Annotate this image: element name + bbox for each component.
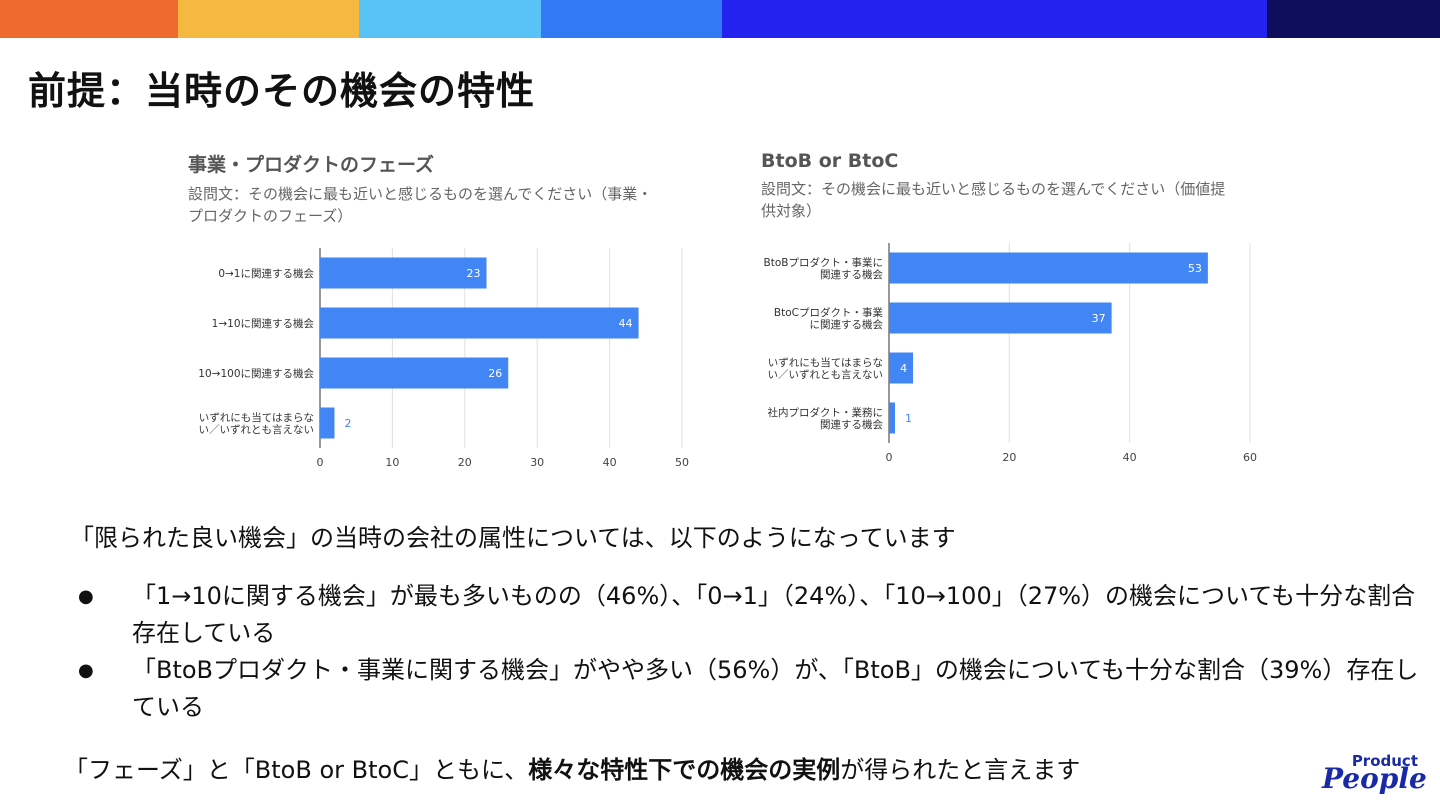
bullet-dot-icon: ● bbox=[78, 586, 94, 607]
product-people-logo: Product People bbox=[1322, 752, 1427, 796]
band-segment-indigo bbox=[722, 0, 1267, 38]
tick-label: 20 bbox=[458, 456, 472, 469]
category-label: BtoCプロダクト・事業に関連する機会 bbox=[774, 306, 884, 331]
page-title: 前提：当時のその機会の特性 bbox=[28, 69, 536, 113]
chart2-title: BtoB or BtoC bbox=[761, 150, 899, 172]
band-segment-yellow bbox=[178, 0, 359, 38]
subtitle-line: 設問文：その機会に最も近いと感じるものを選んでください（価値提 bbox=[761, 180, 1226, 198]
tick-label: 50 bbox=[675, 456, 689, 469]
chart1-subtitle: 設問文：その機会に最も近いと感じるものを選んでください（事業・ プロダクトのフェー… bbox=[188, 183, 708, 227]
data-label: 37 bbox=[1092, 312, 1106, 325]
category-label: BtoBプロダクト・事業に関連する機会 bbox=[764, 256, 884, 281]
conclusion-prefix: 「フェーズ」と「BtoB or BtoC」ともに、 bbox=[64, 756, 529, 784]
data-label: 1 bbox=[905, 412, 912, 425]
category-label-line: い／いずれとも言えない bbox=[768, 368, 884, 381]
bullet-list: ● 「1→10に関する機会」が最も多いものの（46%）、「0→1」（24%）、「1… bbox=[76, 578, 1426, 726]
tick-label: 10 bbox=[385, 456, 399, 469]
bar bbox=[889, 302, 1112, 334]
logo-product-text: Product bbox=[1351, 752, 1418, 770]
tick-label: 20 bbox=[1002, 451, 1016, 464]
tick-label: 60 bbox=[1243, 451, 1257, 464]
bullet-item: ● 「1→10に関する機会」が最も多いものの（46%）、「0→1」（24%）、「1… bbox=[76, 578, 1426, 652]
tick-label: 0 bbox=[317, 456, 324, 469]
bullet-text: 「BtoBプロダクト・事業に関する機会」がやや多い（56%）が、「BtoB」の機… bbox=[132, 656, 1419, 721]
band-segment-blue bbox=[541, 0, 722, 38]
category-label: いずれにも当てはまらない／いずれとも言えない bbox=[199, 411, 315, 436]
chart1-title: 事業・プロダクトのフェーズ bbox=[188, 154, 435, 176]
category-label: 1→10に関連する機会 bbox=[212, 317, 315, 330]
data-label: 4 bbox=[900, 362, 907, 375]
bullet-item: ● 「BtoBプロダクト・事業に関する機会」がやや多い（56%）が、「BtoB」の… bbox=[76, 652, 1426, 726]
category-label-line: に関連する機会 bbox=[810, 318, 884, 331]
category-label: 0→1に関連する機会 bbox=[218, 267, 314, 280]
tick-label: 40 bbox=[603, 456, 617, 469]
category-label: 10→100に関連する機会 bbox=[198, 367, 314, 380]
data-label: 26 bbox=[488, 367, 502, 380]
chart2-subtitle: 設問文：その機会に最も近いと感じるものを選んでください（価値提 供対象） bbox=[761, 178, 1281, 222]
category-label: いずれにも当てはまらない／いずれとも言えない bbox=[768, 356, 884, 381]
bar bbox=[889, 352, 914, 384]
subtitle-line: 供対象） bbox=[761, 202, 822, 220]
bar bbox=[889, 252, 1208, 284]
data-label: 53 bbox=[1188, 262, 1202, 275]
category-label-line: BtoCプロダクト・事業 bbox=[774, 306, 884, 319]
lead-text: 「限られた良い機会」の当時の会社の属性については、以下のようになっています bbox=[70, 524, 956, 552]
band-segment-navy bbox=[1267, 0, 1440, 38]
conclusion-text: 「フェーズ」と「BtoB or BtoC」ともに、様々な特性下での機会の実例が得… bbox=[64, 750, 1080, 785]
band-segment-orange bbox=[0, 0, 178, 38]
category-label-line: 0→1に関連する機会 bbox=[218, 267, 314, 280]
conclusion-suffix: が得られたと言えます bbox=[840, 756, 1081, 784]
category-label-line: 関連する機会 bbox=[820, 418, 883, 431]
bar bbox=[320, 357, 509, 389]
category-label-line: BtoBプロダクト・事業に bbox=[764, 256, 883, 269]
tick-label: 0 bbox=[886, 451, 893, 464]
band-segment-light-blue bbox=[359, 0, 541, 38]
category-label-line: 10→100に関連する機会 bbox=[198, 367, 314, 380]
tick-label: 40 bbox=[1123, 451, 1137, 464]
bar bbox=[320, 407, 335, 439]
chart1-header: 事業・プロダクトのフェーズ 設問文：その機会に最も近いと感じるものを選んでくださ… bbox=[188, 150, 708, 227]
bullet-text: 「1→10に関する機会」が最も多いものの（46%）、「0→1」（24%）、「10… bbox=[132, 582, 1416, 647]
bullet-dot-icon: ● bbox=[78, 660, 94, 681]
category-label-line: 社内プロダクト・業務に bbox=[768, 406, 884, 419]
data-label: 44 bbox=[619, 317, 633, 330]
category-label-line: 関連する機会 bbox=[820, 268, 883, 281]
bar bbox=[320, 257, 487, 289]
subtitle-line: プロダクトのフェーズ） bbox=[188, 207, 353, 225]
category-label-line: い／いずれとも言えない bbox=[199, 423, 315, 436]
conclusion-bold: 様々な特性下での機会の実例 bbox=[528, 756, 841, 784]
tick-label: 30 bbox=[530, 456, 544, 469]
data-label: 2 bbox=[344, 417, 351, 430]
category-label-line: 1→10に関連する機会 bbox=[212, 317, 315, 330]
bar bbox=[320, 307, 639, 339]
category-label: 社内プロダクト・業務に関連する機会 bbox=[768, 406, 884, 431]
subtitle-line: 設問文：その機会に最も近いと感じるものを選んでください（事業・ bbox=[188, 185, 653, 203]
category-label-line: いずれにも当てはまらな bbox=[768, 356, 883, 369]
color-band bbox=[0, 0, 1440, 38]
category-label-line: いずれにも当てはまらな bbox=[199, 411, 314, 424]
chart2-header: BtoB or BtoC 設問文：その機会に最も近いと感じるものを選んでください… bbox=[761, 150, 1281, 222]
logo-people-text: People bbox=[1322, 762, 1427, 795]
bar bbox=[889, 402, 896, 434]
data-label: 23 bbox=[467, 267, 481, 280]
